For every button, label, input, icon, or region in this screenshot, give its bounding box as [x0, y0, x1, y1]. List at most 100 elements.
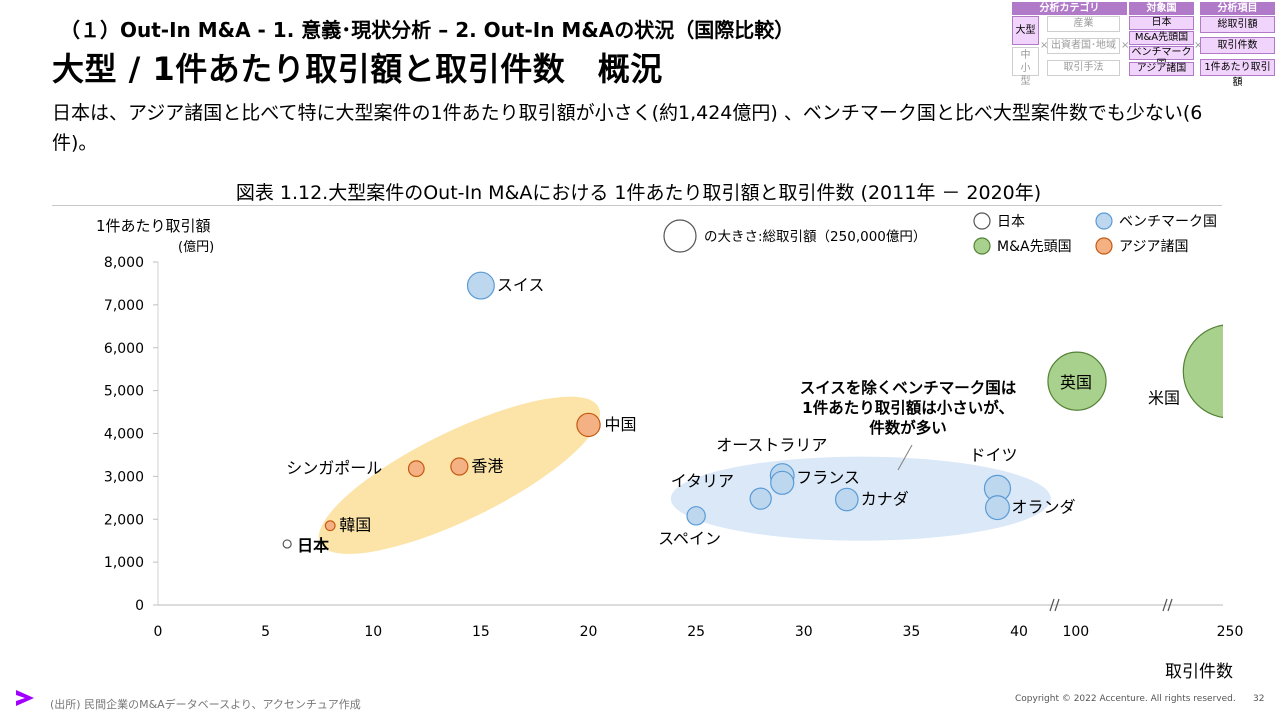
bubble-label: スペイン — [658, 529, 721, 548]
bubble-lead — [1047, 351, 1107, 411]
x-tick-label: 10 — [364, 624, 382, 640]
matrix-cross-1: × — [1040, 40, 1049, 51]
annotation-line: スイスを除くベンチマーク国は — [800, 378, 1017, 397]
axis-break-mark — [1049, 598, 1055, 612]
axis-break-mark — [1162, 598, 1168, 612]
axes: 0 1,000 2,000 3,000 4,000 5,000 6,000 7,000 8,00… — [96, 217, 1243, 640]
legend-marker-japan — [973, 212, 991, 230]
bubble-japan — [282, 539, 292, 549]
matrix-cat-method: 取引手法 — [1047, 60, 1120, 76]
matrix-header-country: 対象国 — [1129, 2, 1194, 15]
bubble-benchmark — [984, 495, 1010, 521]
bubble-lead — [1182, 324, 1223, 419]
y-tick-label: 8,000 — [104, 255, 144, 271]
matrix-country-lead: M&A先頭国 — [1129, 31, 1194, 45]
matrix-cross-3: × — [1194, 40, 1203, 51]
x-tick-label: 5 — [261, 624, 270, 640]
page-title: 大型 / 1件あたり取引額と取引件数 概況 — [52, 50, 663, 88]
matrix-analysis-count: 取引件数 — [1200, 37, 1275, 54]
bubble-label: 韓国 — [339, 516, 371, 535]
chart-top-rule — [52, 205, 1222, 206]
legend-marker-asia — [1095, 237, 1113, 255]
source-note: (出所) 民間企業のM&Aデータベースより、アクセンチュア作成 — [50, 698, 361, 711]
x-tick-label: 250 — [1217, 624, 1244, 640]
legend-label-benchmark: ベンチマーク国 — [1119, 214, 1217, 230]
x-tick-label: 40 — [1010, 624, 1028, 640]
matrix-analysis-total: 総取引額 — [1200, 16, 1275, 33]
y-axis-unit: (億円) — [178, 239, 214, 255]
bubble-label: 日本 — [297, 536, 329, 555]
x-axis-title: 取引件数 — [1165, 662, 1233, 682]
y-tick-label: 5,000 — [104, 384, 144, 400]
bubble-label: イタリア — [671, 472, 734, 491]
matrix-cat-investor: 出資者国･地域 — [1047, 38, 1120, 54]
legend-label-asia: アジア諸国 — [1119, 239, 1188, 255]
bubble-benchmark — [686, 506, 706, 526]
bubble-benchmark — [834, 487, 859, 512]
x-tick-label: 20 — [580, 624, 598, 640]
size-legend-label: の大きさ:総取引額（250,000億円） — [704, 229, 926, 245]
bubble-asia — [576, 412, 601, 438]
x-tick-label: 30 — [795, 624, 813, 640]
x-tick-label: 100 — [1062, 624, 1089, 640]
matrix-size-large: 大型 — [1012, 16, 1039, 45]
matrix-size-small: 中小型 — [1012, 47, 1039, 87]
annotation-leader — [897, 444, 913, 471]
bubble-label: ドイツ — [969, 445, 1017, 464]
legend-marker-benchmark — [1095, 212, 1113, 230]
matrix-header-category: 分析カテゴリ — [1012, 2, 1127, 15]
y-tick-label: 6,000 — [104, 341, 144, 357]
legend-marker-lead — [973, 237, 991, 255]
matrix-country-asia: アジア諸国 — [1129, 62, 1194, 76]
bubbles — [282, 271, 1223, 549]
bubble-benchmark — [770, 470, 795, 495]
bubble-label: フランス — [796, 468, 860, 487]
benchmark-group-ellipse — [670, 456, 1051, 541]
bubble-benchmark — [466, 271, 495, 300]
x-tick-label: 0 — [154, 624, 163, 640]
page-number: 32 — [1253, 694, 1265, 704]
x-tick-label: 15 — [472, 624, 490, 640]
y-tick-label: 7,000 — [104, 298, 144, 314]
y-axis-title: 1件あたり取引額 — [96, 217, 211, 235]
accenture-logo-icon — [16, 690, 34, 706]
size-legend-circle — [663, 219, 697, 253]
y-tick-label: 0 — [135, 598, 144, 614]
copyright: Copyright © 2022 Accenture. All rights r… — [1015, 694, 1236, 704]
legend-label-lead: M&A先頭国 — [997, 239, 1072, 255]
legend-label-japan: 日本 — [997, 214, 1025, 230]
chart-title: 図表 1.12.大型案件のOut-In M&Aにおける 1件あたり取引額と取引件… — [235, 182, 1042, 204]
y-tick-label: 1,000 — [104, 555, 144, 571]
bubble-benchmark — [749, 487, 772, 510]
bubble-asia — [407, 460, 425, 478]
bubble-label: 中国 — [605, 415, 637, 434]
bubble-label: 米国 — [1148, 388, 1180, 407]
bubble-label: 英国 — [1060, 373, 1092, 392]
bubble-label: シンガポール — [286, 459, 382, 478]
bubble-label: 香港 — [471, 457, 503, 476]
matrix-header-analysis: 分析項目 — [1200, 2, 1275, 15]
bubble-asia — [450, 457, 469, 476]
matrix-analysis-per-deal: 1件あたり取引額 — [1200, 59, 1275, 88]
x-tick-label: 25 — [687, 624, 705, 640]
y-tick-label: 3,000 — [104, 469, 144, 485]
matrix-cross-2: × — [1121, 40, 1130, 51]
axis-break-mark — [1167, 598, 1173, 612]
y-tick-label: 2,000 — [104, 512, 144, 528]
matrix-cat-industry: 産業 — [1047, 16, 1120, 32]
breadcrumb: （１）Out-In M&A - 1. 意義･現状分析 – 2. Out-In M… — [60, 18, 795, 42]
matrix-country-japan: 日本 — [1129, 16, 1194, 30]
bubble-label: カナダ — [861, 490, 909, 509]
y-tick-label: 4,000 — [104, 427, 144, 443]
legend: の大きさ:総取引額（250,000億円） 日本 ベンチマーク国 M&A先頭国 アジア諸国 — [663, 212, 1217, 255]
bubble-asia — [324, 520, 336, 532]
annotation-line: 1件あたり取引額は小さいが、 — [802, 398, 1014, 417]
x-tick-label: 35 — [902, 624, 920, 640]
bubble-label: スイス — [497, 276, 545, 295]
bubble-label: オーストラリア — [716, 436, 827, 455]
axis-break-mark — [1054, 598, 1060, 612]
summary-text: 日本は、アジア諸国と比べて特に大型案件の1件あたり取引額が小さく(約1,424億… — [52, 102, 1203, 154]
